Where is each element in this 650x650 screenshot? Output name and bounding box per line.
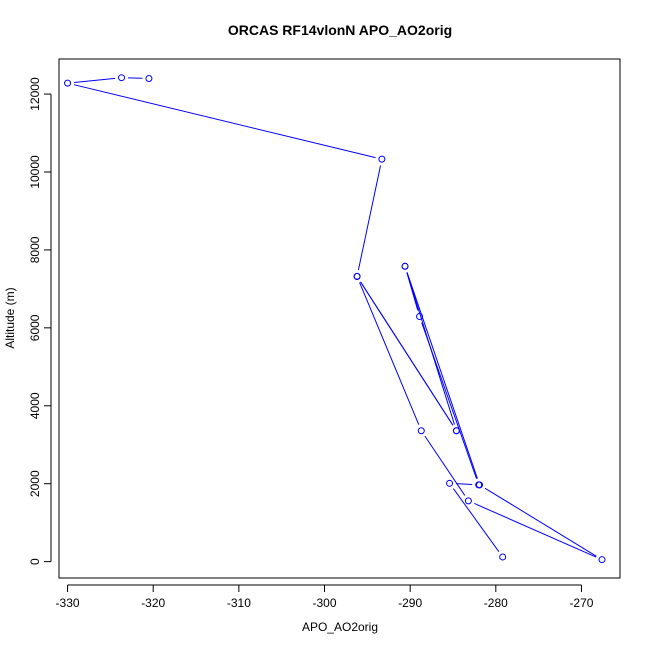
series-segment [424,435,466,496]
y-axis-label: Altitude (m) [3,287,17,348]
series-segment [452,488,500,552]
series-segment [406,272,478,479]
y-axis: 0 2000 4000 6000 8000 10000 12000 [28,77,52,565]
plot-area-border [58,58,621,579]
y-tick-label: 6000 [28,314,42,341]
x-tick-label: -330 [56,596,80,610]
y-tick-label: 12000 [28,77,42,111]
x-tick-label: -310 [227,596,251,610]
x-tick-label: -290 [398,596,422,610]
series-segment [357,165,382,271]
series-segment [421,322,477,479]
data-point [64,79,72,87]
data-point [499,553,507,561]
data-point [475,481,483,489]
data-point [145,74,153,82]
series-layer [64,74,606,564]
series-1 [64,74,606,564]
data-point [598,556,606,564]
data-point [378,155,386,163]
data-point [446,479,454,487]
data-point [416,313,424,321]
x-tick-label: -300 [312,596,336,610]
series-segment [73,77,116,84]
y-tick-label: 10000 [28,155,42,189]
data-point [118,74,126,82]
y-tick-label: 2000 [28,470,42,497]
x-tick-label: -280 [484,596,508,610]
series-segment [73,84,376,159]
series-3 [401,262,507,561]
x-tick-label: -270 [569,596,593,610]
series-2 [353,272,460,435]
series-segment [406,272,419,311]
series-segment [359,282,420,425]
data-point [417,427,425,435]
series-segment [484,487,597,557]
x-tick-label: -320 [141,596,165,610]
data-point [401,262,409,270]
x-axis-label: APO_AO2orig [302,620,378,634]
series-segment [474,503,597,558]
x-axis: -330 -320 -310 -300 -290 -280 -270 [56,584,594,610]
data-point [353,272,361,280]
y-tick-label: 0 [28,558,42,565]
y-tick-label: 8000 [28,236,42,263]
chart-title: ORCAS RF14vlonN APO_AO2orig [228,22,452,38]
data-point [464,497,472,505]
y-tick-label: 4000 [28,392,42,419]
series-segment [360,281,454,426]
series-segment [456,483,473,486]
